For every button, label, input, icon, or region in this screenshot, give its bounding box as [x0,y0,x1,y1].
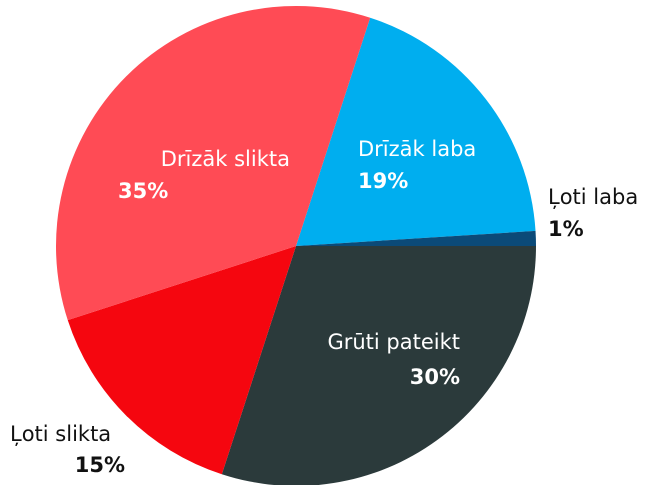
slice-value-label: 1% [548,217,584,241]
slice-label: Ļoti slikta [10,422,111,446]
slice-label: Drīzāk laba [358,137,476,161]
slice-value-label: 35% [118,179,168,203]
slice-label: Drīzāk slikta [161,147,290,171]
slice-label: Ļoti laba [548,185,638,209]
pie-slice [67,246,297,475]
slice-value-label: 19% [358,169,408,193]
pie-slice [221,246,536,485]
slice-value-label: 15% [75,453,125,477]
pie-slice [55,5,371,321]
slice-label: Grūti pateikt [327,330,460,354]
pie-slice [296,17,536,247]
pie-slice [296,230,536,246]
slice-value-label: 30% [410,365,460,389]
